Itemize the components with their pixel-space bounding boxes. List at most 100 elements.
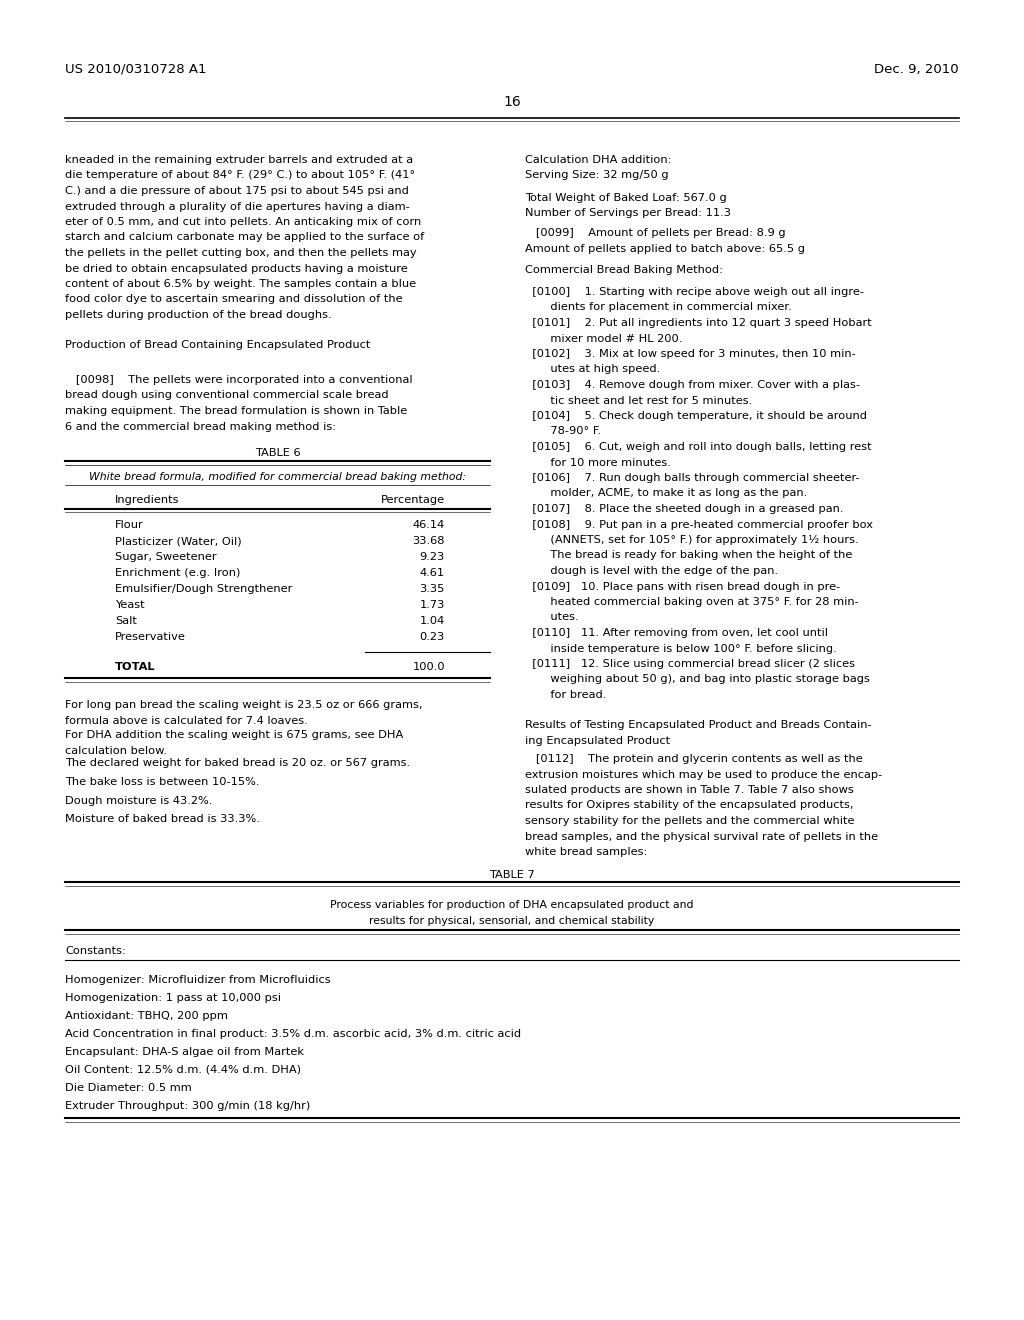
Text: Amount of pellets applied to batch above: 65.5 g: Amount of pellets applied to batch above… [525, 243, 805, 253]
Text: Emulsifier/Dough Strengthener: Emulsifier/Dough Strengthener [115, 583, 293, 594]
Text: [0100]    1. Starting with recipe above weigh out all ingre-: [0100] 1. Starting with recipe above wei… [525, 286, 864, 297]
Text: TABLE 6: TABLE 6 [255, 447, 300, 458]
Text: 33.68: 33.68 [413, 536, 445, 546]
Text: dients for placement in commercial mixer.: dients for placement in commercial mixer… [525, 302, 792, 313]
Text: The bread is ready for baking when the height of the: The bread is ready for baking when the h… [525, 550, 852, 561]
Text: Enrichment (e.g. Iron): Enrichment (e.g. Iron) [115, 568, 241, 578]
Text: Encapsulant: DHA-S algae oil from Martek: Encapsulant: DHA-S algae oil from Martek [65, 1047, 304, 1057]
Text: [0110]   11. After removing from oven, let cool until: [0110] 11. After removing from oven, let… [525, 628, 828, 638]
Text: Number of Servings per Bread: 11.3: Number of Servings per Bread: 11.3 [525, 209, 731, 219]
Text: 1.73: 1.73 [420, 601, 445, 610]
Text: [0102]    3. Mix at low speed for 3 minutes, then 10 min-: [0102] 3. Mix at low speed for 3 minutes… [525, 348, 856, 359]
Text: [0106]    7. Run dough balls through commercial sheeter-: [0106] 7. Run dough balls through commer… [525, 473, 859, 483]
Text: be dried to obtain encapsulated products having a moisture: be dried to obtain encapsulated products… [65, 264, 408, 273]
Text: Constants:: Constants: [65, 946, 126, 956]
Text: US 2010/0310728 A1: US 2010/0310728 A1 [65, 63, 207, 77]
Text: [0109]   10. Place pans with risen bread dough in pre-: [0109] 10. Place pans with risen bread d… [525, 582, 841, 591]
Text: TOTAL: TOTAL [115, 663, 156, 672]
Text: kneaded in the remaining extruder barrels and extruded at a: kneaded in the remaining extruder barrel… [65, 154, 413, 165]
Text: Production of Bread Containing Encapsulated Product: Production of Bread Containing Encapsula… [65, 341, 371, 350]
Text: food color dye to ascertain smearing and dissolution of the: food color dye to ascertain smearing and… [65, 294, 402, 305]
Text: Total Weight of Baked Loaf: 567.0 g: Total Weight of Baked Loaf: 567.0 g [525, 193, 727, 203]
Text: Calculation DHA addition:: Calculation DHA addition: [525, 154, 672, 165]
Text: bread samples, and the physical survival rate of pellets in the: bread samples, and the physical survival… [525, 832, 879, 842]
Text: Die Diameter: 0.5 mm: Die Diameter: 0.5 mm [65, 1082, 191, 1093]
Text: content of about 6.5% by weight. The samples contain a blue: content of about 6.5% by weight. The sam… [65, 279, 416, 289]
Text: utes.: utes. [525, 612, 579, 623]
Text: [0101]    2. Put all ingredients into 12 quart 3 speed Hobart: [0101] 2. Put all ingredients into 12 qu… [525, 318, 871, 327]
Text: Oil Content: 12.5% d.m. (4.4% d.m. DHA): Oil Content: 12.5% d.m. (4.4% d.m. DHA) [65, 1065, 301, 1074]
Text: [0112]    The protein and glycerin contents as well as the: [0112] The protein and glycerin contents… [525, 754, 863, 764]
Text: mixer model # HL 200.: mixer model # HL 200. [525, 334, 682, 343]
Text: Acid Concentration in final product: 3.5% d.m. ascorbic acid, 3% d.m. citric aci: Acid Concentration in final product: 3.5… [65, 1030, 521, 1039]
Text: Results of Testing Encapsulated Product and Breads Contain-: Results of Testing Encapsulated Product … [525, 719, 871, 730]
Text: bread dough using conventional commercial scale bread: bread dough using conventional commercia… [65, 391, 389, 400]
Text: making equipment. The bread formulation is shown in Table: making equipment. The bread formulation … [65, 407, 408, 416]
Text: For long pan bread the scaling weight is 23.5 oz or 666 grams,: For long pan bread the scaling weight is… [65, 700, 423, 710]
Text: formula above is calculated for 7.4 loaves.: formula above is calculated for 7.4 loav… [65, 715, 308, 726]
Text: Antioxidant: TBHQ, 200 ppm: Antioxidant: TBHQ, 200 ppm [65, 1011, 228, 1020]
Text: eter of 0.5 mm, and cut into pellets. An anticaking mix of corn: eter of 0.5 mm, and cut into pellets. An… [65, 216, 421, 227]
Text: ing Encapsulated Product: ing Encapsulated Product [525, 735, 670, 746]
Text: 16: 16 [503, 95, 521, 110]
Text: [0098]    The pellets were incorporated into a conventional: [0098] The pellets were incorporated int… [65, 375, 413, 385]
Text: Ingredients: Ingredients [115, 495, 179, 506]
Text: 100.0: 100.0 [413, 663, 445, 672]
Text: 1.04: 1.04 [420, 616, 445, 626]
Text: Dough moisture is 43.2%.: Dough moisture is 43.2%. [65, 796, 212, 807]
Text: extruded through a plurality of die apertures having a diam-: extruded through a plurality of die aper… [65, 202, 410, 211]
Text: (ANNETS, set for 105° F.) for approximately 1½ hours.: (ANNETS, set for 105° F.) for approximat… [525, 535, 859, 545]
Text: [0105]    6. Cut, weigh and roll into dough balls, letting rest: [0105] 6. Cut, weigh and roll into dough… [525, 442, 871, 451]
Text: sulated products are shown in Table 7. Table 7 also shows: sulated products are shown in Table 7. T… [525, 785, 854, 795]
Text: Plasticizer (Water, Oil): Plasticizer (Water, Oil) [115, 536, 242, 546]
Text: inside temperature is below 100° F. before slicing.: inside temperature is below 100° F. befo… [525, 644, 837, 653]
Text: [0108]    9. Put pan in a pre-heated commercial proofer box: [0108] 9. Put pan in a pre-heated commer… [525, 520, 873, 529]
Text: weighing about 50 g), and bag into plastic storage bags: weighing about 50 g), and bag into plast… [525, 675, 869, 685]
Text: 78-90° F.: 78-90° F. [525, 426, 601, 437]
Text: 6 and the commercial bread making method is:: 6 and the commercial bread making method… [65, 421, 336, 432]
Text: heated commercial baking oven at 375° F. for 28 min-: heated commercial baking oven at 375° F.… [525, 597, 859, 607]
Text: for bread.: for bread. [525, 690, 606, 700]
Text: 9.23: 9.23 [420, 552, 445, 562]
Text: dough is level with the edge of the pan.: dough is level with the edge of the pan. [525, 566, 778, 576]
Text: Moisture of baked bread is 33.3%.: Moisture of baked bread is 33.3%. [65, 814, 260, 824]
Text: Salt: Salt [115, 616, 137, 626]
Text: Commercial Bread Baking Method:: Commercial Bread Baking Method: [525, 265, 723, 275]
Text: The bake loss is between 10-15%.: The bake loss is between 10-15%. [65, 777, 259, 787]
Text: Percentage: Percentage [381, 495, 445, 506]
Text: Preservative: Preservative [115, 632, 186, 642]
Text: white bread samples:: white bread samples: [525, 847, 647, 857]
Text: 0.23: 0.23 [420, 632, 445, 642]
Text: White bread formula, modified for commercial bread baking method:: White bread formula, modified for commer… [89, 473, 466, 482]
Text: molder, ACME, to make it as long as the pan.: molder, ACME, to make it as long as the … [525, 488, 807, 499]
Text: Serving Size: 32 mg/50 g: Serving Size: 32 mg/50 g [525, 170, 669, 181]
Text: sensory stability for the pellets and the commercial white: sensory stability for the pellets and th… [525, 816, 854, 826]
Text: pellets during production of the bread doughs.: pellets during production of the bread d… [65, 310, 332, 319]
Text: extrusion moistures which may be used to produce the encap-: extrusion moistures which may be used to… [525, 770, 883, 780]
Text: Homogenizer: Microfluidizer from Microfluidics: Homogenizer: Microfluidizer from Microfl… [65, 975, 331, 985]
Text: 3.35: 3.35 [420, 583, 445, 594]
Text: 4.61: 4.61 [420, 568, 445, 578]
Text: die temperature of about 84° F. (29° C.) to about 105° F. (41°: die temperature of about 84° F. (29° C.)… [65, 170, 416, 181]
Text: [0111]   12. Slice using commercial bread slicer (2 slices: [0111] 12. Slice using commercial bread … [525, 659, 855, 669]
Text: [0099]    Amount of pellets per Bread: 8.9 g: [0099] Amount of pellets per Bread: 8.9 … [525, 228, 785, 238]
Text: the pellets in the pellet cutting box, and then the pellets may: the pellets in the pellet cutting box, a… [65, 248, 417, 257]
Text: Flour: Flour [115, 520, 143, 531]
Text: [0107]    8. Place the sheeted dough in a greased pan.: [0107] 8. Place the sheeted dough in a g… [525, 504, 844, 513]
Text: Homogenization: 1 pass at 10,000 psi: Homogenization: 1 pass at 10,000 psi [65, 993, 281, 1003]
Text: TABLE 7: TABLE 7 [489, 870, 535, 880]
Text: results for Oxipres stability of the encapsulated products,: results for Oxipres stability of the enc… [525, 800, 853, 810]
Text: Process variables for production of DHA encapsulated product and: Process variables for production of DHA … [331, 900, 693, 909]
Text: Sugar, Sweetener: Sugar, Sweetener [115, 552, 217, 562]
Text: tic sheet and let rest for 5 minutes.: tic sheet and let rest for 5 minutes. [525, 396, 753, 405]
Text: for 10 more minutes.: for 10 more minutes. [525, 458, 671, 467]
Text: Dec. 9, 2010: Dec. 9, 2010 [874, 63, 959, 77]
Text: C.) and a die pressure of about 175 psi to about 545 psi and: C.) and a die pressure of about 175 psi … [65, 186, 409, 195]
Text: Yeast: Yeast [115, 601, 144, 610]
Text: 46.14: 46.14 [413, 520, 445, 531]
Text: starch and calcium carbonate may be applied to the surface of: starch and calcium carbonate may be appl… [65, 232, 424, 243]
Text: calculation below.: calculation below. [65, 746, 167, 755]
Text: utes at high speed.: utes at high speed. [525, 364, 660, 375]
Text: Extruder Throughput: 300 g/min (18 kg/hr): Extruder Throughput: 300 g/min (18 kg/hr… [65, 1101, 310, 1111]
Text: The declared weight for baked bread is 20 oz. or 567 grams.: The declared weight for baked bread is 2… [65, 758, 411, 768]
